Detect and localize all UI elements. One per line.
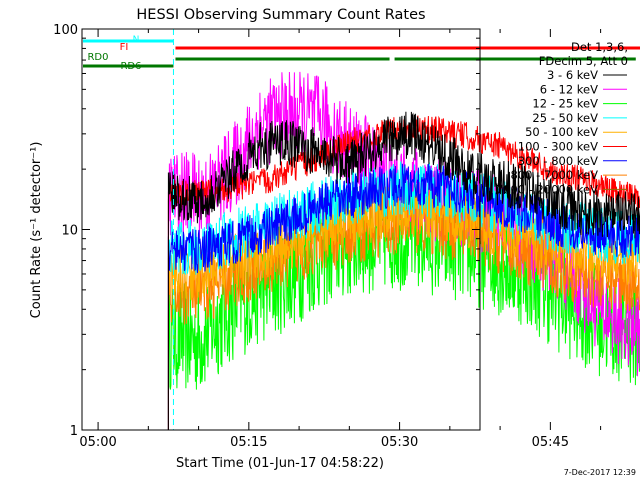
legend-entry: 800 - 7000 keV xyxy=(510,168,627,182)
legend-entry-label: 100 - 300 keV xyxy=(518,140,598,154)
legend-entry-label: 50 - 100 keV xyxy=(525,125,598,139)
legend-entry: 3 - 6 keV xyxy=(547,68,627,82)
x-axis-label: Start Time (01-Jun-17 04:58:22) xyxy=(176,456,384,471)
legend-entry-label: 7000 - 20000 keV xyxy=(496,182,598,196)
series-line-3-6-keV xyxy=(167,111,640,430)
legend-entry: 25 - 50 keV xyxy=(532,111,627,125)
x-tick-label: 05:45 xyxy=(532,435,569,450)
annotation-layer: N FI RD0 RD6 xyxy=(83,29,640,430)
series-line-300-800-keV xyxy=(167,163,640,430)
footer-timestamp: 7-Dec-2017 12:39 xyxy=(564,468,636,477)
legend-entry-label: 25 - 50 keV xyxy=(532,111,598,125)
legend-entry-label: 800 - 7000 keV xyxy=(510,168,598,182)
y-tick-label: 10 xyxy=(61,224,78,239)
legend-entry: 7000 - 20000 keV xyxy=(496,182,627,196)
legend-header-line-1: Det 1,3,6, xyxy=(571,40,628,54)
legend-entry: 100 - 300 keV xyxy=(518,140,627,154)
legend-entry-label: 6 - 12 keV xyxy=(540,82,598,96)
y-axis-label: Count Rate (s⁻¹ detector⁻¹) xyxy=(29,142,44,319)
y-tick-label: 100 xyxy=(53,23,78,38)
series-line-100-300-keV xyxy=(167,115,640,430)
x-tick-label: 05:15 xyxy=(230,435,267,450)
legend-entry-label: 300 - 800 keV xyxy=(518,154,598,168)
y-tick-label: 1 xyxy=(70,424,78,439)
axis-layer: 05:0005:1505:3005:4506:0006:1506:3011010… xyxy=(53,23,602,450)
x-tick-label: 05:30 xyxy=(381,435,418,450)
status-bar-label-n: N xyxy=(133,35,140,45)
status-bar-label-rd0: RD0 xyxy=(87,52,108,63)
status-bar-label-rd6: RD6 xyxy=(120,61,141,72)
status-bar-label-fi: FI xyxy=(120,42,129,53)
legend-entry: 12 - 25 keV xyxy=(532,97,627,111)
legend-entry: 50 - 100 keV xyxy=(525,125,627,139)
series-line-12-25-keV xyxy=(167,181,640,430)
legend-entry: 6 - 12 keV xyxy=(540,82,627,96)
legend-entry-label: 12 - 25 keV xyxy=(532,97,598,111)
x-tick-label: 05:00 xyxy=(79,435,116,450)
legend-header-line-2: FDecim 5, Att 0 xyxy=(539,54,628,68)
marks-layer xyxy=(167,71,640,430)
legend-entry-label: 3 - 6 keV xyxy=(547,68,598,82)
legend-entry: 300 - 800 keV xyxy=(518,154,627,168)
chart-title: HESSI Observing Summary Count Rates xyxy=(136,7,425,23)
